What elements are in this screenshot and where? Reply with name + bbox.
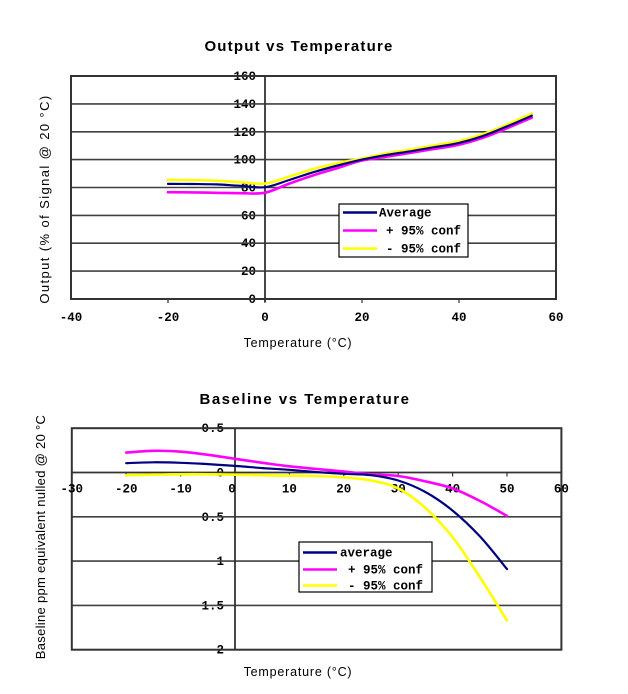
svg-text:10: 10 — [282, 483, 297, 497]
svg-text:Output vs Temperature: Output vs Temperature — [204, 38, 393, 55]
svg-text:50: 50 — [499, 483, 514, 497]
svg-text:average: average — [340, 547, 393, 561]
svg-text:- 95% conf: - 95% conf — [386, 243, 461, 257]
svg-text:60: 60 — [241, 209, 256, 223]
svg-text:Average: Average — [379, 207, 432, 221]
svg-text:60: 60 — [548, 311, 563, 325]
svg-text:-20: -20 — [157, 311, 180, 325]
svg-text:20: 20 — [241, 265, 256, 279]
svg-text:-40: -40 — [60, 311, 83, 325]
svg-text:+ 95% conf: + 95% conf — [386, 225, 461, 239]
svg-text:140: 140 — [233, 98, 256, 112]
svg-text:+ 95% conf: + 95% conf — [348, 564, 423, 578]
svg-text:0: 0 — [261, 311, 269, 325]
svg-text:Baseline vs Temperature: Baseline vs Temperature — [200, 391, 411, 408]
svg-text:60: 60 — [554, 483, 569, 497]
svg-text:-10: -10 — [169, 483, 192, 497]
svg-text:20: 20 — [354, 311, 369, 325]
svg-text:-20: -20 — [115, 483, 138, 497]
svg-text:1.5: 1.5 — [201, 599, 224, 613]
svg-text:- 95% conf: - 95% conf — [348, 580, 423, 594]
svg-text:Baseline ppm equivalent nulled: Baseline ppm equivalent nulled @ 20 °C — [33, 415, 48, 659]
svg-text:40: 40 — [451, 311, 466, 325]
svg-text:40: 40 — [241, 237, 256, 251]
svg-text:-30: -30 — [61, 483, 84, 497]
svg-text:1: 1 — [216, 555, 224, 569]
svg-text:Temperature (°C): Temperature (°C) — [244, 336, 353, 350]
svg-text:0: 0 — [228, 483, 236, 497]
svg-text:Temperature (°C): Temperature (°C) — [244, 665, 353, 679]
svg-text:100: 100 — [233, 154, 256, 168]
svg-text:0.5: 0.5 — [201, 511, 224, 525]
svg-text:Output (% of Signal @ 20 °C): Output (% of Signal @ 20 °C) — [37, 94, 52, 303]
svg-text:20: 20 — [336, 483, 351, 497]
svg-text:120: 120 — [233, 126, 256, 140]
